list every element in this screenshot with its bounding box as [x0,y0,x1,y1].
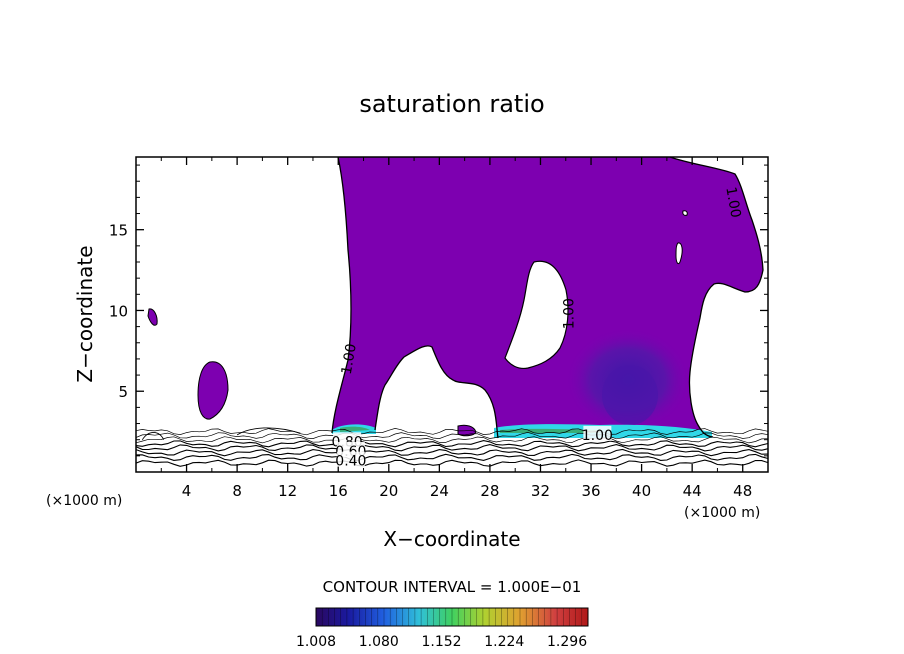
x-tick-label: 40 [632,482,651,500]
x-axis-label: X−coordinate [383,527,520,551]
contour-label: 1.00 [722,186,743,219]
low-contour-line [135,444,769,452]
x-tick-label: 8 [232,482,242,500]
colorbar: 1.008 1.080 1.152 1.224 1.296 [296,607,589,650]
colorbar-label: 1.008 [296,634,336,650]
blob-left-large [197,361,229,420]
colorbar-ticks [315,608,589,626]
contour-label: 1.00 [561,298,577,329]
colorbar-label: 1.152 [421,634,461,650]
low-contour-line [135,459,769,467]
low-level-contours [135,427,769,467]
contour-interval-label: CONTOUR INTERVAL = 1.000E−01 [323,578,582,596]
plot-frame [135,156,769,473]
low-contour-bump [141,431,165,440]
x-tick-label: 24 [430,482,449,500]
contour-labels: 1.001.001.001.000.800.600.40 [332,186,744,470]
small-hole-a [675,242,683,265]
y-axis-ticks: 5 10 15 [109,164,768,457]
low-contour-line [135,432,769,440]
low-contour-line [135,448,769,457]
low-contour-line [135,436,769,444]
contour-1-00-main [331,156,764,439]
blob-left-small [147,308,158,326]
small-hole-b [682,210,688,216]
contour-label: 1.00 [339,342,360,375]
deep-core-region [602,365,658,425]
chart-title: saturation ratio [359,90,544,118]
x-tick-label: 44 [683,482,702,500]
x-tick-label: 16 [329,482,348,500]
colorbar-label: 1.080 [359,634,399,650]
low-contour-bump [236,427,301,436]
contour-label: 0.40 [335,454,366,470]
x-tick-label: 12 [278,482,297,500]
contour-label-bg [583,425,612,441]
x-tick-label: 28 [480,482,499,500]
cloud-base-green [340,426,600,433]
y-tick-label: 15 [109,222,128,240]
y-tick-label: 5 [118,383,128,401]
contour-label-bg [336,451,365,467]
x-tick-label: 32 [531,482,550,500]
colorbar-label: 1.224 [484,634,524,650]
low-contour-line [135,440,769,448]
y-tick-label: 10 [109,302,128,320]
x-unit-right: (×1000 m) [684,505,760,521]
plot-field [147,156,764,439]
x-axis-ticks: 4 8 12 16 20 24 28 32 36 40 44 48 [160,157,752,500]
colorbar-label: 1.296 [547,634,587,650]
colorbar-labels: 1.008 1.080 1.152 1.224 1.296 [296,634,587,650]
y-axis-label: Z−coordinate [73,245,97,382]
x-tick-label: 36 [581,482,600,500]
x-tick-label: 20 [379,482,398,500]
subsaturated-hole [504,260,569,370]
low-contour-line [135,453,769,462]
x-tick-label: 48 [733,482,752,500]
x-unit-left: (×1000 m) [46,493,122,509]
x-tick-label: 4 [182,482,192,500]
contour-label: 1.00 [582,428,613,444]
